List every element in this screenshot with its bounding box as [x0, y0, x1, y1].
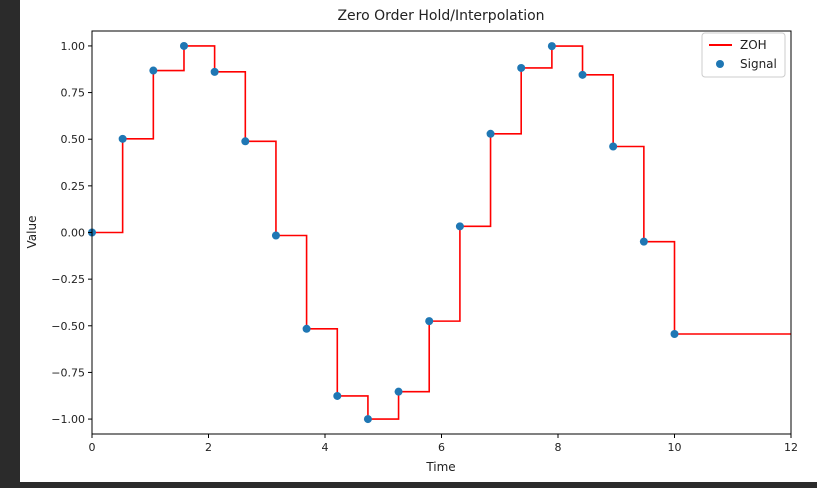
plot-area: 0 2 4 6 8 10 12 1.00 0.75 0.50 0.25 0.00 −0.25 −0.50 −…: [51, 30, 798, 454]
signal-point: [425, 317, 434, 326]
signal-point: [670, 330, 679, 338]
legend-zoh-label: ZOH: [740, 38, 767, 52]
x-tick-label: 4: [322, 441, 329, 454]
signal-point: [333, 391, 342, 400]
x-tick-label: 2: [205, 441, 212, 454]
y-axis-label: Value: [25, 216, 39, 249]
signal-point: [578, 70, 587, 79]
y-tick-label: 0.00: [61, 227, 86, 240]
signal-point: [394, 387, 403, 396]
chart-canvas: Zero Order Hold/Interpolation 0 2 4 6 8 10 12 1…: [20, 0, 817, 482]
zoh-chart: Zero Order Hold/Interpolation 0 2 4 6 8 10 12 1…: [25, 8, 798, 474]
signal-point: [118, 134, 127, 143]
y-tick-label: 0.75: [61, 87, 86, 100]
y-tick-label: −0.75: [51, 366, 85, 379]
axes-frame: [91, 30, 792, 435]
signal-point: [639, 237, 648, 246]
legend: ZOH Signal: [701, 32, 786, 78]
x-tick-label: 0: [89, 441, 96, 454]
y-tick-label: 0.25: [61, 180, 86, 193]
zoh-step-line: [92, 45, 791, 420]
signal-point: [517, 63, 526, 72]
signal-point: [210, 67, 219, 76]
signal-point: [547, 42, 556, 51]
x-tick-label: 8: [555, 441, 562, 454]
legend-signal-label: Signal: [740, 57, 777, 71]
signal-point: [455, 222, 464, 231]
x-axis-label: Time: [425, 460, 455, 474]
signal-point: [241, 137, 250, 146]
y-tick-label: −1.00: [51, 413, 85, 426]
signal-point: [486, 129, 495, 138]
signal-point: [609, 142, 618, 151]
y-tick-label: −0.50: [51, 320, 85, 333]
signal-point: [271, 231, 280, 240]
signal-point: [302, 324, 311, 333]
signal-point: [363, 415, 372, 424]
signal-point: [149, 66, 158, 75]
chart-title: Zero Order Hold/Interpolation: [337, 8, 544, 24]
legend-signal-swatch: [716, 60, 724, 68]
y-tick-label: −0.25: [51, 273, 85, 286]
x-tick-label: 6: [438, 441, 445, 454]
y-tick-label: 1.00: [61, 40, 86, 53]
y-tick-label: 0.50: [61, 133, 86, 146]
signal-point: [179, 41, 188, 50]
x-tick-label: 10: [668, 441, 682, 454]
x-tick-label: 12: [784, 441, 798, 454]
